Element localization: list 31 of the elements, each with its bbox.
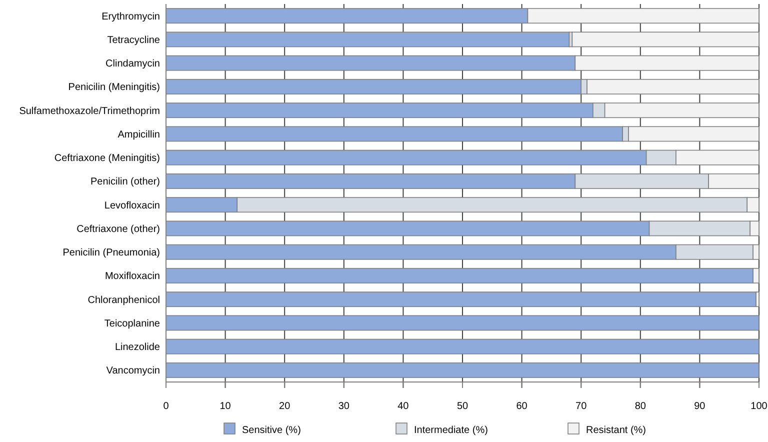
x-tick-label: 100 (750, 401, 768, 412)
y-tick-label: Moxifloxacin (104, 271, 160, 282)
y-tick-label: Erythromycin (102, 11, 160, 22)
y-tick-label: Teicoplanine (104, 318, 160, 330)
y-tick-label: Sulfamethoxazole/Trimethoprim (19, 106, 160, 117)
y-tick-label: Penicilin (Pneumonia) (62, 248, 160, 259)
x-tick-label: 20 (279, 401, 291, 412)
y-tick-label: Tetracycline (107, 34, 160, 46)
y-tick-label: Penicilin (other) (90, 176, 160, 188)
y-tick-label: Ceftriaxone (other) (76, 224, 160, 235)
x-tick-label: 10 (220, 401, 232, 412)
y-tick-label: Ampicillin (118, 129, 160, 140)
bar (572, 32, 760, 48)
legend-label: Resistant (%) (586, 425, 646, 436)
y-tick-label: Levofloxacin (104, 200, 160, 212)
y-tick-label: Clindamycin (106, 58, 160, 70)
x-tick-label: 80 (634, 401, 646, 412)
y-tick-label: Penicilin (Meningitis) (68, 82, 160, 94)
x-tick-label: 40 (398, 401, 410, 412)
x-tick-label: 0 (163, 401, 170, 412)
x-tick-label: 60 (516, 401, 528, 412)
x-tick-label: 50 (456, 401, 468, 412)
y-tick-label: Ceftriaxone (Meningitis) (54, 153, 160, 164)
y-tick-label: Chloranphenicol (88, 294, 160, 306)
legend-label: Sensitive (%) (242, 425, 301, 436)
x-tick-label: 30 (338, 401, 350, 412)
y-tick-label: Vancomycin (106, 366, 160, 377)
x-tick-label: 90 (694, 401, 706, 412)
y-tick-label: Linezolide (114, 342, 160, 354)
x-tick-label: 70 (576, 401, 588, 412)
legend-label: Intermediate (%) (414, 425, 488, 436)
